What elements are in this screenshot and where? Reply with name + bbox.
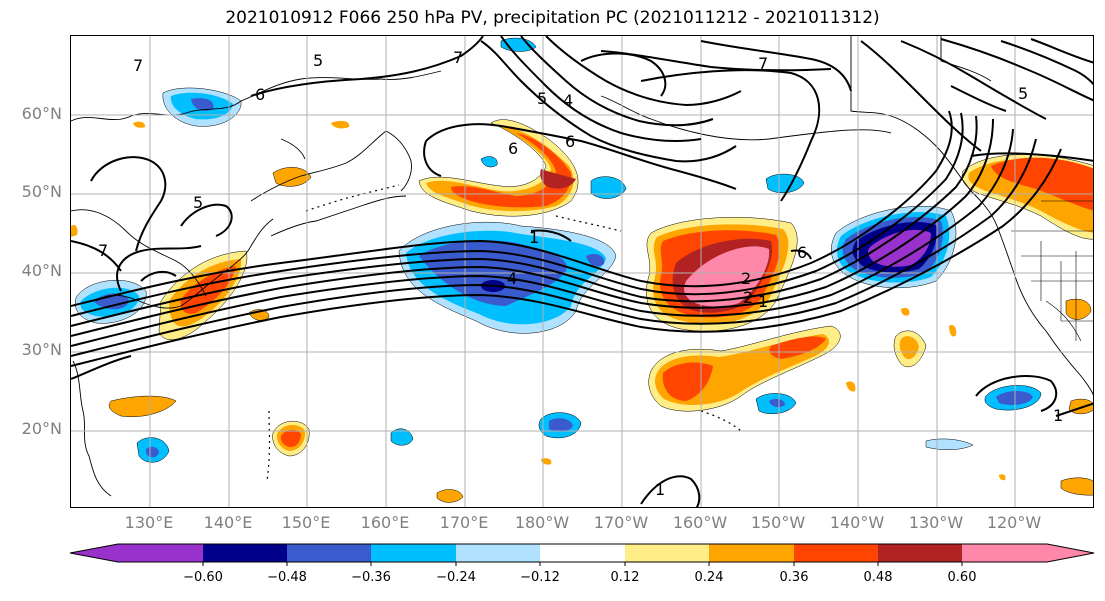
- contour-label: 1: [655, 480, 665, 499]
- contour-label: 5: [537, 89, 547, 108]
- contour-label: 5: [193, 193, 203, 212]
- lon-label-130w: 130°W: [908, 513, 964, 532]
- contour-label: 6: [255, 85, 265, 104]
- lon-label-150e: 150°E: [281, 513, 331, 532]
- contour-label: 5: [313, 51, 323, 70]
- colorbar-swatch: [456, 544, 541, 562]
- contour-label: 7: [758, 54, 768, 73]
- boundaries: [1011, 200, 1093, 342]
- contour-label: 7: [133, 56, 143, 75]
- colorbar-tick: −0.24: [436, 570, 476, 585]
- lat-label-50n: 50°N: [21, 182, 62, 201]
- colorbar-swatch: [118, 544, 204, 562]
- coastlines: [71, 36, 1093, 497]
- colorbar-swatches: [69, 543, 1095, 566]
- contour-label: 1: [529, 228, 539, 247]
- contour-label: 2: [741, 269, 751, 288]
- colorbar-tick: −0.36: [351, 570, 391, 585]
- colorbar-tick: 0.36: [779, 570, 809, 585]
- colorbar-swatch: [709, 544, 795, 562]
- colorbar-outline: [69, 543, 1095, 563]
- contour-label: 5: [1018, 84, 1028, 103]
- map-title: 2021010912 F066 250 hPa PV, precipitatio…: [225, 8, 880, 28]
- contour-label: 2: [743, 288, 753, 307]
- contour-label: 1: [758, 292, 768, 311]
- contour-label: 7: [98, 241, 108, 260]
- colorbar-tick: 0.12: [610, 570, 640, 585]
- lat-label-60n: 60°N: [21, 104, 62, 123]
- lat-label-20n: 20°N: [21, 419, 62, 438]
- island-chains: [266, 184, 742, 482]
- colorbar-swatch: [962, 544, 1048, 562]
- lon-label-140e: 140°E: [203, 513, 253, 532]
- lon-label-140w: 140°W: [829, 513, 885, 532]
- colorbar-tick: −0.60: [183, 570, 223, 585]
- map-panel: 7 5 6 7 5 4 6 6 7 5 5 7 4 6 2 2 1 1 1 1: [70, 35, 1094, 508]
- contour-label: 4: [563, 91, 573, 110]
- colorbar-swatch: [625, 544, 710, 562]
- contour-label: 6: [508, 139, 518, 158]
- lon-label-150w: 150°W: [750, 513, 806, 532]
- colorbar-swatch: [540, 544, 626, 562]
- contour-label: 1: [1053, 406, 1063, 425]
- contour-labels: 7 5 6 7 5 4 6 6 7 5 5 7 4 6 2 2 1 1 1 1: [98, 48, 1063, 499]
- lat-label-40n: 40°N: [21, 261, 62, 280]
- colorbar-swatch: [287, 544, 372, 562]
- colorbar-tick: −0.48: [267, 570, 307, 585]
- colorbar-swatch: [878, 544, 963, 562]
- lon-label-130e: 130°E: [124, 513, 174, 532]
- colorbar-extend-low: [70, 544, 118, 562]
- colorbar-tick: 0.48: [863, 570, 893, 585]
- colorbar-swatch: [203, 544, 288, 562]
- lon-label-180w: 180°W: [514, 513, 570, 532]
- contour-label: 7: [453, 48, 463, 67]
- colorbar-tick: −0.12: [520, 570, 560, 585]
- lon-label-120w: 120°W: [986, 513, 1042, 532]
- lon-label-170e: 170°E: [439, 513, 489, 532]
- contour-label: 6: [797, 243, 807, 262]
- contour-label: 6: [565, 132, 575, 151]
- pv-contours: [71, 36, 1093, 507]
- lon-label-170w: 170°W: [593, 513, 649, 532]
- contour-label: 4: [507, 269, 517, 288]
- colorbar-tick: 0.60: [947, 570, 977, 585]
- lat-label-30n: 30°N: [21, 340, 62, 359]
- colorbar-tick: 0.24: [694, 570, 724, 585]
- colorbar-extend-high: [1047, 544, 1094, 562]
- colorbar-swatch: [794, 544, 879, 562]
- lon-label-160e: 160°E: [360, 513, 410, 532]
- lon-label-160w: 160°W: [672, 513, 728, 532]
- colorbar-swatch: [371, 544, 457, 562]
